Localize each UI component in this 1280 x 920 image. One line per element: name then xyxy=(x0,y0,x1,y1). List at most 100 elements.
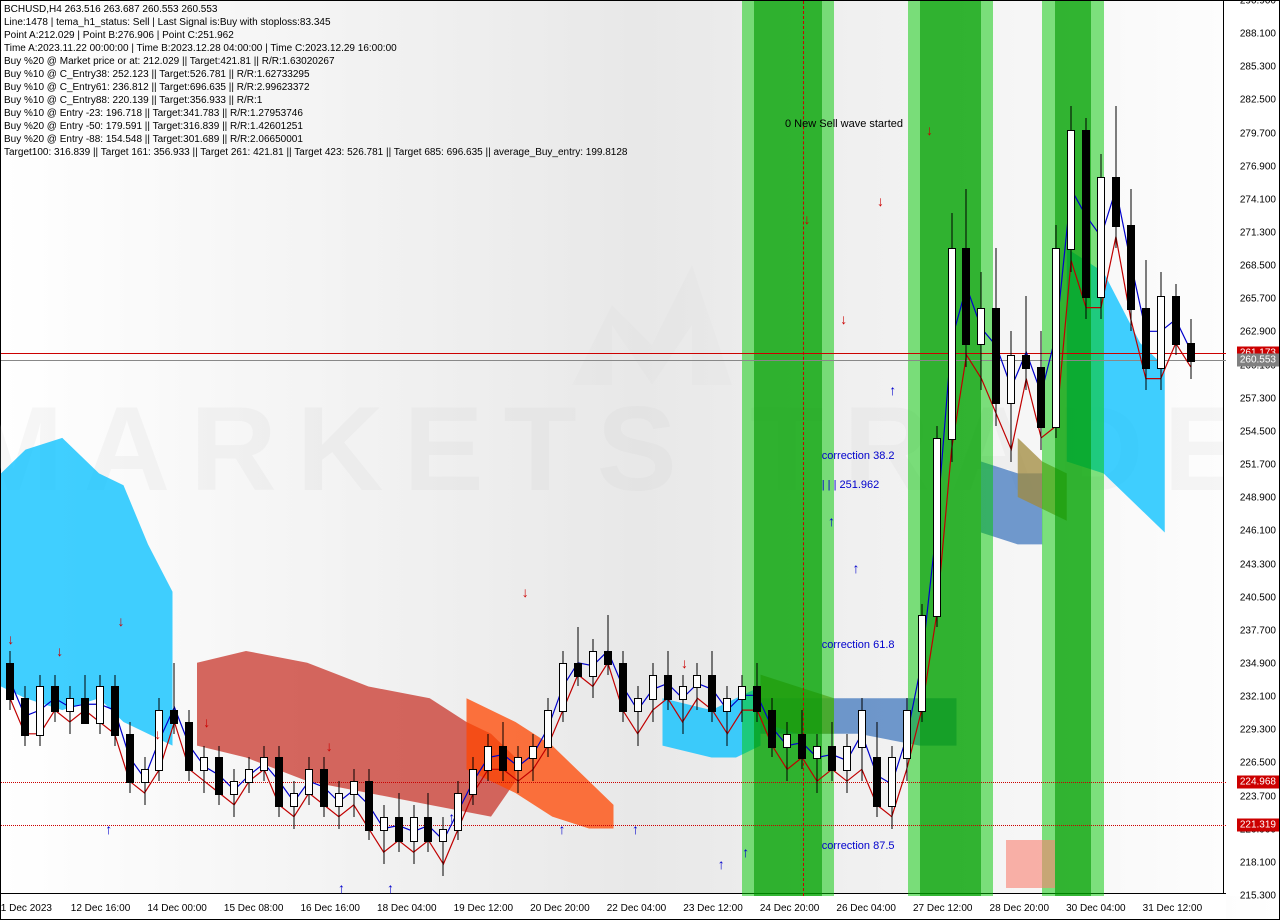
candle xyxy=(1157,1,1165,896)
y-tick: 226.500 xyxy=(1240,758,1276,769)
candle xyxy=(1142,1,1150,896)
candle xyxy=(1172,1,1180,896)
annotation-text: correction 87.5 xyxy=(822,840,895,852)
info-line: Buy %10 @ C_Entry61: 236.812 || Target:6… xyxy=(4,81,628,94)
candle xyxy=(1037,1,1045,896)
down-arrow-icon: ↓ xyxy=(203,714,210,730)
x-tick: 28 Dec 20:00 xyxy=(990,903,1050,914)
annotation-text: correction 38.2 xyxy=(822,450,895,462)
price-label: 224.968 xyxy=(1237,775,1279,788)
candle xyxy=(768,1,776,896)
x-tick: 20 Dec 20:00 xyxy=(530,903,590,914)
info-line: Buy %10 @ C_Entry88: 220.139 || Target:3… xyxy=(4,94,628,107)
x-tick: 27 Dec 12:00 xyxy=(913,903,973,914)
y-tick: 248.900 xyxy=(1240,493,1276,504)
y-axis: 290.900288.100285.300282.500279.700276.9… xyxy=(1223,1,1279,896)
y-tick: 232.100 xyxy=(1240,692,1276,703)
x-tick: 22 Dec 04:00 xyxy=(607,903,667,914)
candle xyxy=(1082,1,1090,896)
candle xyxy=(753,1,761,896)
candle xyxy=(708,1,716,896)
candle xyxy=(888,1,896,896)
annotation-text: | | | 251.962 xyxy=(822,479,880,491)
candle xyxy=(873,1,881,896)
candle xyxy=(693,1,701,896)
down-arrow-icon: ↓ xyxy=(7,631,14,647)
candle xyxy=(1007,1,1015,896)
up-arrow-icon: ↑ xyxy=(387,880,394,896)
y-tick: 246.100 xyxy=(1240,526,1276,537)
y-tick: 215.300 xyxy=(1240,891,1276,902)
y-tick: 251.700 xyxy=(1240,460,1276,471)
y-tick: 254.500 xyxy=(1240,426,1276,437)
candle xyxy=(977,1,985,896)
down-arrow-icon: ↓ xyxy=(681,655,688,671)
info-line: BCHUSD,H4 263.516 263.687 260.553 260.55… xyxy=(4,3,628,16)
x-tick: 30 Dec 04:00 xyxy=(1066,903,1126,914)
y-tick: 271.300 xyxy=(1240,228,1276,239)
chart-area[interactable]: MARKETS TRADE ↓↓↑↓↓↓↓↑↑↑↓↑↑↓↑↑↓↑↓↑↓↑↓ 0 … xyxy=(1,1,1226,896)
up-arrow-icon: ↑ xyxy=(828,513,835,529)
x-tick: 31 Dec 12:00 xyxy=(1143,903,1203,914)
up-arrow-icon: ↑ xyxy=(853,560,860,576)
candle xyxy=(918,1,926,896)
candle xyxy=(948,1,956,896)
x-tick: 19 Dec 12:00 xyxy=(454,903,514,914)
candle xyxy=(738,1,746,896)
y-tick: 262.900 xyxy=(1240,327,1276,338)
down-arrow-icon: ↓ xyxy=(877,193,884,209)
info-line: Buy %20 @ Entry -50: 179.591 || Target:3… xyxy=(4,120,628,133)
y-tick: 265.700 xyxy=(1240,294,1276,305)
y-tick: 276.900 xyxy=(1240,161,1276,172)
x-tick: 26 Dec 04:00 xyxy=(836,903,896,914)
y-tick: 257.300 xyxy=(1240,393,1276,404)
up-arrow-icon: ↑ xyxy=(559,821,566,837)
candle xyxy=(723,1,731,896)
y-tick: 279.700 xyxy=(1240,128,1276,139)
candle xyxy=(1052,1,1060,896)
candle xyxy=(783,1,791,896)
up-arrow-icon: ↑ xyxy=(889,382,896,398)
chart-container: MARKETS TRADE ↓↓↑↓↓↓↓↑↑↑↓↑↑↓↑↑↓↑↓↑↓↑↓ 0 … xyxy=(0,0,1280,920)
x-tick: 16 Dec 16:00 xyxy=(300,903,360,914)
candle xyxy=(903,1,911,896)
info-line: Point A:212.029 | Point B:276.906 | Poin… xyxy=(4,29,628,42)
candle xyxy=(1187,1,1195,896)
up-arrow-icon: ↑ xyxy=(448,809,455,825)
info-line: Line:1478 | tema_h1_status: Sell | Last … xyxy=(4,16,628,29)
y-tick: 234.900 xyxy=(1240,658,1276,669)
y-tick: 288.100 xyxy=(1240,29,1276,40)
down-arrow-icon: ↓ xyxy=(56,643,63,659)
down-arrow-icon: ↓ xyxy=(118,613,125,629)
candle xyxy=(679,1,687,896)
x-axis: 11 Dec 202312 Dec 16:0014 Dec 00:0015 De… xyxy=(1,893,1226,919)
x-tick: 12 Dec 16:00 xyxy=(71,903,131,914)
candle xyxy=(649,1,657,896)
candle xyxy=(798,1,806,896)
info-line: Buy %20 @ Market price or at: 212.029 ||… xyxy=(4,55,628,68)
candle xyxy=(843,1,851,896)
candle xyxy=(664,1,672,896)
down-arrow-icon: ↓ xyxy=(840,311,847,327)
info-line: Buy %10 @ Entry -23: 196.718 || Target:3… xyxy=(4,107,628,120)
y-tick: 237.700 xyxy=(1240,625,1276,636)
annotation-text: correction 61.8 xyxy=(822,639,895,651)
up-arrow-icon: ↑ xyxy=(338,880,345,896)
candle xyxy=(962,1,970,896)
down-arrow-icon: ↓ xyxy=(154,726,161,742)
candle xyxy=(1022,1,1030,896)
price-label: 221.319 xyxy=(1237,818,1279,831)
y-tick: 240.500 xyxy=(1240,592,1276,603)
x-tick: 24 Dec 20:00 xyxy=(760,903,820,914)
info-line: Time A:2023.11.22 00:00:00 | Time B:2023… xyxy=(4,42,628,55)
candle xyxy=(828,1,836,896)
up-arrow-icon: ↑ xyxy=(742,844,749,860)
price-label: 260.553 xyxy=(1237,354,1279,367)
candle xyxy=(1067,1,1075,896)
x-tick: 11 Dec 2023 xyxy=(0,903,52,914)
y-tick: 285.300 xyxy=(1240,62,1276,73)
down-arrow-icon: ↓ xyxy=(926,122,933,138)
candle xyxy=(933,1,941,896)
y-tick: 229.300 xyxy=(1240,725,1276,736)
annotation-text: 0 New Sell wave started xyxy=(785,118,903,130)
